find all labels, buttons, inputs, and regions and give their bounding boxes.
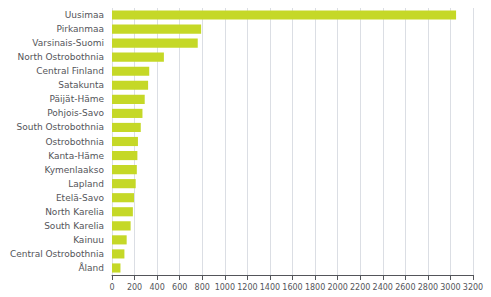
svg-text:200: 200 [127, 283, 142, 292]
svg-text:South Karelia: South Karelia [44, 221, 104, 231]
svg-text:0: 0 [109, 283, 114, 292]
svg-text:Kymenlaakso: Kymenlaakso [44, 165, 104, 175]
svg-text:1200: 1200 [237, 283, 257, 292]
svg-text:Central Ostrobothnia: Central Ostrobothnia [10, 249, 104, 259]
svg-text:Kanta-Häme: Kanta-Häme [48, 151, 104, 161]
svg-text:South Ostrobothnia: South Ostrobothnia [17, 122, 105, 132]
svg-text:Etelä-Savo: Etelä-Savo [56, 193, 105, 203]
svg-text:1400: 1400 [260, 283, 280, 292]
svg-text:Central Finland: Central Finland [36, 66, 104, 76]
svg-text:Åland: Åland [78, 262, 104, 273]
svg-text:Päijät-Häme: Päijät-Häme [50, 94, 105, 104]
svg-text:Lapland: Lapland [68, 179, 104, 189]
svg-text:800: 800 [195, 283, 210, 292]
svg-text:3000: 3000 [440, 283, 460, 292]
svg-text:Uusimaa: Uusimaa [65, 10, 104, 20]
svg-text:Kainuu: Kainuu [73, 235, 104, 245]
svg-text:600: 600 [172, 283, 187, 292]
svg-text:Pohjois-Savo: Pohjois-Savo [47, 108, 104, 118]
svg-text:North Ostrobothnia: North Ostrobothnia [17, 52, 104, 62]
svg-text:1000: 1000 [215, 283, 235, 292]
svg-text:2600: 2600 [395, 283, 415, 292]
svg-text:2000: 2000 [327, 283, 347, 292]
svg-text:2200: 2200 [350, 283, 370, 292]
svg-text:2800: 2800 [418, 283, 438, 292]
svg-text:Ostrobothnia: Ostrobothnia [46, 137, 104, 147]
svg-text:1800: 1800 [305, 283, 325, 292]
svg-text:1600: 1600 [282, 283, 302, 292]
svg-text:North Karelia: North Karelia [45, 207, 104, 217]
svg-text:3200: 3200 [463, 283, 483, 292]
svg-text:400: 400 [149, 283, 164, 292]
svg-text:Satakunta: Satakunta [58, 80, 104, 90]
svg-text:2400: 2400 [373, 283, 393, 292]
svg-text:Pirkanmaa: Pirkanmaa [56, 24, 104, 34]
svg-text:Varsinais-Suomi: Varsinais-Suomi [32, 38, 104, 48]
